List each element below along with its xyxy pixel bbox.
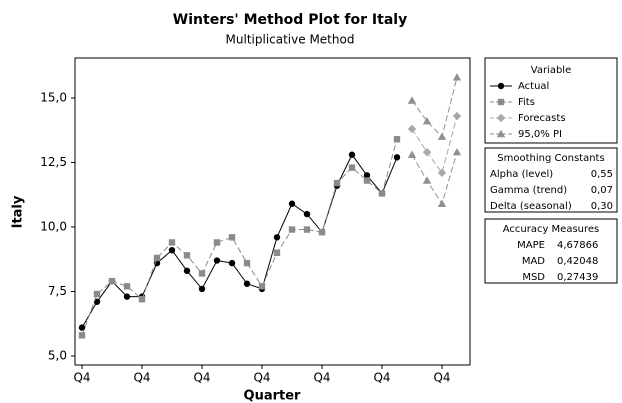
marker (437, 132, 447, 140)
marker (407, 124, 417, 134)
y-tick-label: 5,0 (48, 348, 67, 362)
x-tick-label: Q4 (313, 371, 330, 385)
series-line (411, 152, 458, 205)
marker (422, 176, 432, 184)
accuracy-box (484, 218, 618, 284)
x-tick-label: Q4 (193, 371, 210, 385)
legend-label: Forecasts (518, 113, 566, 124)
y-axis-label: Italy (11, 195, 26, 228)
table-label: Alpha (level) (490, 169, 553, 180)
marker (303, 210, 311, 218)
legend-label: Fits (518, 97, 535, 108)
table-title: Accuracy Measures (503, 224, 600, 235)
marker (363, 177, 371, 184)
x-tick-label: Q4 (433, 371, 450, 385)
marker (228, 234, 236, 241)
marker (452, 147, 462, 156)
table-value: 4,67866 (557, 240, 598, 251)
marker (108, 277, 116, 285)
chart-title: Winters' Method Plot for Italy (173, 12, 407, 28)
marker (78, 332, 86, 339)
marker (333, 179, 341, 187)
smoothing-box (484, 147, 618, 213)
marker (138, 296, 146, 303)
marker (407, 150, 417, 158)
series-line (411, 77, 458, 138)
legend-marker (496, 113, 506, 123)
x-tick-label: Q4 (133, 371, 150, 385)
x-axis-label: Quarter (244, 389, 302, 403)
marker (273, 234, 281, 241)
marker (198, 285, 206, 293)
legend-marker (496, 129, 506, 138)
marker (452, 111, 462, 121)
marker (123, 293, 131, 300)
marker (348, 164, 356, 171)
marker (407, 96, 417, 104)
marker (213, 239, 221, 246)
marker (78, 324, 86, 331)
plot-frame (74, 57, 471, 366)
marker (198, 270, 206, 277)
table-label: MSD (522, 272, 545, 283)
marker (393, 136, 401, 143)
marker (168, 246, 176, 254)
y-tick-label: 10,0 (40, 219, 67, 233)
series-line (81, 153, 398, 328)
series-line (81, 139, 398, 336)
table-value: 0,27439 (557, 272, 598, 283)
legend-box (484, 57, 618, 144)
legend-label: Actual (518, 81, 549, 92)
table-value: 0,42048 (557, 256, 598, 267)
x-tick-label: Q4 (373, 371, 390, 385)
table-value: 0,30 (591, 201, 613, 212)
marker (243, 280, 251, 287)
marker (378, 190, 386, 197)
marker (437, 168, 447, 178)
legend-title: Variable (531, 65, 572, 76)
marker (318, 228, 326, 236)
marker (288, 226, 296, 233)
marker (183, 267, 191, 275)
y-tick-label: 7,5 (48, 284, 67, 298)
table-value: 0,07 (591, 185, 613, 196)
x-tick-label: Q4 (73, 371, 90, 385)
table-title: Smoothing Constants (497, 153, 604, 164)
marker (348, 151, 356, 158)
x-tick-label: Q4 (253, 371, 270, 385)
series-line (411, 115, 458, 174)
legend-label: 95,0% PI (518, 129, 562, 140)
marker (422, 147, 432, 157)
marker (183, 252, 191, 259)
table-label: Gamma (trend) (490, 185, 567, 196)
legend-marker (497, 82, 505, 90)
marker (243, 259, 251, 267)
table-label: Delta (seasonal) (490, 201, 572, 212)
marker (452, 73, 462, 81)
marker (303, 226, 311, 233)
marker (422, 117, 432, 125)
marker (93, 298, 101, 305)
y-tick-label: 12,5 (40, 155, 67, 169)
marker (153, 254, 161, 262)
marker (93, 290, 101, 298)
chart-subtitle: Multiplicative Method (226, 33, 355, 47)
marker (258, 283, 266, 290)
legend-marker (497, 98, 505, 106)
marker (213, 257, 221, 264)
marker (363, 172, 371, 179)
marker (437, 199, 447, 207)
marker (393, 154, 401, 161)
marker (228, 259, 236, 267)
marker (168, 239, 176, 246)
marker (273, 249, 281, 256)
y-tick-label: 15,0 (40, 90, 67, 104)
marker (123, 283, 131, 290)
marker (288, 200, 296, 207)
table-label: MAD (522, 256, 545, 267)
table-value: 0,55 (591, 169, 613, 180)
table-label: MAPE (517, 240, 545, 251)
